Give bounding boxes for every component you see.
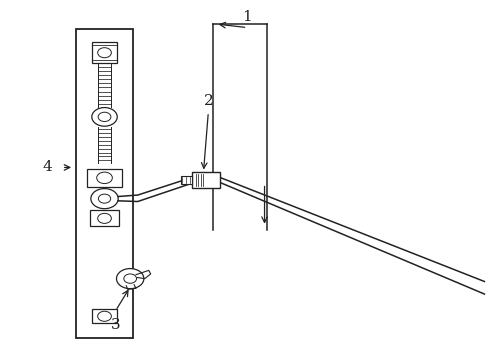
Circle shape xyxy=(117,269,144,289)
Circle shape xyxy=(91,189,118,209)
Circle shape xyxy=(98,311,111,321)
Circle shape xyxy=(98,48,111,58)
Circle shape xyxy=(92,108,117,126)
Text: 2: 2 xyxy=(203,94,213,108)
Text: 3: 3 xyxy=(111,318,121,332)
Circle shape xyxy=(98,112,111,122)
Bar xyxy=(92,42,117,63)
Text: 1: 1 xyxy=(243,10,252,24)
Circle shape xyxy=(124,274,137,283)
Circle shape xyxy=(98,213,111,224)
Circle shape xyxy=(97,172,112,184)
Bar xyxy=(192,172,220,188)
Bar xyxy=(87,168,122,187)
Bar xyxy=(90,211,119,226)
Bar xyxy=(92,309,117,323)
Circle shape xyxy=(98,194,111,203)
Bar xyxy=(76,30,133,338)
Text: 4: 4 xyxy=(42,161,52,175)
Bar xyxy=(181,176,192,184)
